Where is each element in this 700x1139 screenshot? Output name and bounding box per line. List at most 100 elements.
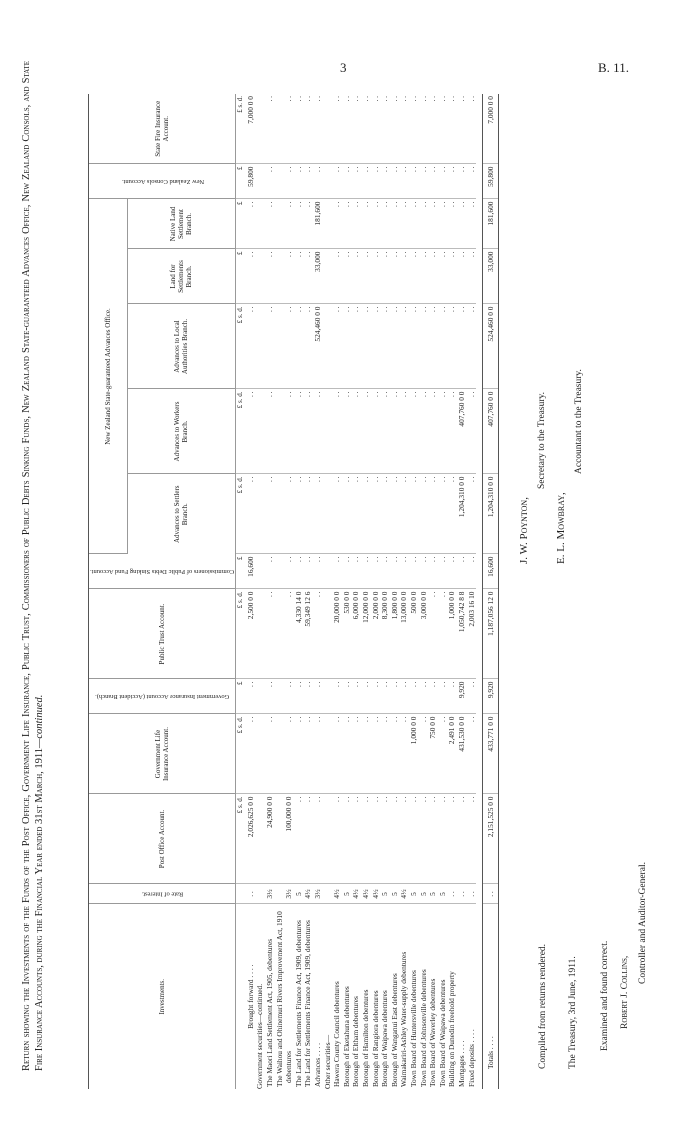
interest-rate: . . xyxy=(447,884,457,904)
investment-name: The Land for Settlements Finance Act, 19… xyxy=(303,920,313,1087)
amount-cell: 59,800 xyxy=(482,164,499,199)
amount-cell: . . xyxy=(313,164,323,199)
amount-cell: . . xyxy=(341,389,352,474)
investment-name: Fixed deposits . . . . xyxy=(466,1029,476,1087)
amount-cell: 16,600 xyxy=(245,554,256,589)
amount-cell: . . xyxy=(428,679,438,714)
amount-cell: . . xyxy=(274,249,294,304)
amount-cell: . . xyxy=(380,794,390,884)
amount-cell: . . xyxy=(370,679,381,714)
amount-cell: 59,800 xyxy=(245,164,256,199)
amount-cell: 431,530 0 0 xyxy=(456,714,467,794)
amount-cell: 33,000 xyxy=(313,249,323,304)
unit-cell: £ xyxy=(235,679,246,714)
amount-cell: . . xyxy=(380,304,390,389)
investment-name: Borough of Rangiora debentures xyxy=(370,990,380,1087)
investment-name: Totals . . . . xyxy=(482,904,499,1089)
investment-name: The Waihou and Ohinemuri Rivers Improvem… xyxy=(274,911,294,1087)
amount-cell: . . xyxy=(408,164,419,199)
interest-rate: 3½ xyxy=(274,884,294,904)
amount-cell: . . xyxy=(399,554,409,589)
amount-cell: . . xyxy=(428,474,438,554)
table-row: Hawera County Council debentures 4½. .. .… xyxy=(332,94,342,1089)
amount-cell: . . xyxy=(437,714,448,794)
interest-rate: 5 xyxy=(418,884,429,904)
amount-cell: . . xyxy=(303,94,314,164)
interest-rate: 4½ xyxy=(332,884,342,904)
amount-cell: . . xyxy=(351,199,361,249)
amount-cell: . . xyxy=(370,714,381,794)
amount-cell: . . xyxy=(341,714,352,794)
amount-cell: . . xyxy=(428,164,438,199)
amount-cell: 13,000 0 0 xyxy=(399,589,409,679)
amount-cell: . . xyxy=(332,94,342,164)
amount-cell: . . xyxy=(370,389,381,474)
amount-cell: 9,920 xyxy=(482,679,499,714)
amount-cell: . . xyxy=(361,94,371,164)
unit-cell xyxy=(236,904,246,1089)
table-row: The Maori Land Settlement Act, 1905, deb… xyxy=(265,94,275,1089)
amount-cell: . . xyxy=(456,554,467,589)
amount-cell: . . xyxy=(447,554,457,589)
amount-cell xyxy=(322,164,333,199)
amount-cell xyxy=(255,714,266,794)
unit-cell: £ s. d. xyxy=(235,589,246,679)
amount-cell: . . xyxy=(332,304,342,389)
amount-cell: 6,000 0 0 xyxy=(351,589,361,679)
amount-cell: 9,920 xyxy=(456,679,467,714)
amount-cell: . . xyxy=(293,389,304,474)
amount-cell: 24,900 0 0 xyxy=(265,794,275,884)
amount-cell: . . xyxy=(447,679,457,714)
amount-cell: . . xyxy=(380,94,390,164)
amount-cell: . . xyxy=(437,94,448,164)
amount-cell: . . xyxy=(351,474,361,554)
amount-cell: . . xyxy=(303,389,314,474)
amount-cell: . . xyxy=(313,714,323,794)
amount-cell: . . xyxy=(380,249,390,304)
amount-cell: . . xyxy=(370,554,381,589)
amount-cell: . . xyxy=(428,554,438,589)
amount-cell: 181,600 xyxy=(482,199,499,249)
amount-cell: . . xyxy=(428,94,438,164)
section-heading-row: Government securities—continued. xyxy=(255,94,266,1089)
amount-cell: . . xyxy=(245,389,256,474)
amount-cell: . . xyxy=(428,304,438,389)
examined-note: Examined and found correct. xyxy=(600,940,610,1051)
amount-cell: . . xyxy=(466,304,477,389)
amount-cell: 1,187,056 12 0 xyxy=(482,589,499,679)
amount-cell xyxy=(322,199,333,249)
amount-cell: . . xyxy=(447,249,457,304)
amount-cell: . . xyxy=(274,714,294,794)
col-native-land: Native Land Settlement Branch. xyxy=(127,199,236,249)
amount-cell xyxy=(255,389,266,474)
amount-cell: . . xyxy=(332,199,342,249)
investment-name: Borough of Wanganui East debentures xyxy=(389,973,399,1087)
amount-cell: 181,600 xyxy=(313,199,323,249)
amount-cell: 16,600 xyxy=(482,554,499,589)
table-row: The Land for Settlements Finance Act, 19… xyxy=(293,94,304,1089)
amount-cell: . . xyxy=(303,199,314,249)
amount-cell: 2,003 16 10 xyxy=(466,589,477,679)
amount-cell: . . xyxy=(399,794,409,884)
amount-cell: . . xyxy=(293,794,304,884)
amount-cell: 524,460 0 0 xyxy=(313,304,323,389)
interest-rate: 5 xyxy=(380,884,390,904)
amount-cell: . . xyxy=(447,164,457,199)
amount-cell: . . xyxy=(274,164,294,199)
amount-cell: . . xyxy=(274,199,294,249)
amount-cell: . . xyxy=(351,94,361,164)
investment-name: Waimakariri-Ashley Water-supply debentur… xyxy=(399,951,409,1087)
amount-cell: 2,000 0 0 xyxy=(370,589,381,679)
amount-cell: . . xyxy=(245,304,256,389)
unit-cell: £ s. d. xyxy=(235,474,246,554)
amount-cell: 20,000 0 0 xyxy=(332,589,342,679)
amount-cell: . . xyxy=(245,199,256,249)
amount-cell: . . xyxy=(399,679,409,714)
amount-cell: . . xyxy=(418,794,429,884)
amount-cell: . . xyxy=(341,474,352,554)
amount-cell xyxy=(322,249,333,304)
interest-rate xyxy=(322,884,333,904)
amount-cell: . . xyxy=(293,304,304,389)
amount-cell: . . xyxy=(447,304,457,389)
amount-cell: . . xyxy=(303,164,314,199)
